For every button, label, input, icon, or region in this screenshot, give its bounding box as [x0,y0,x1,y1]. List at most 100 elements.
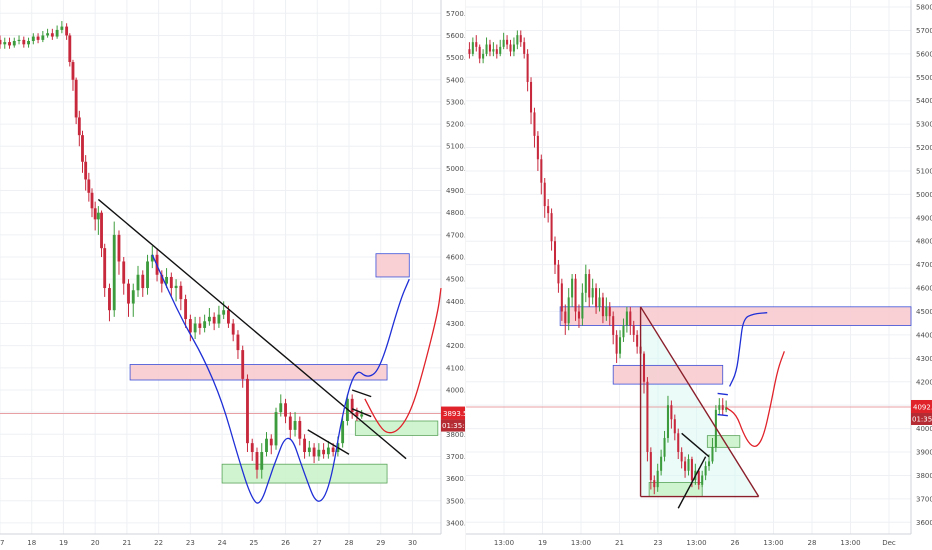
candle-body [708,461,711,467]
x-tick-label: Dec [882,539,896,547]
trendline [717,392,728,396]
candle-body [595,288,598,307]
candle-body [615,334,618,354]
candle-body [65,26,69,36]
candle-body [136,274,140,291]
candle-body [77,117,81,136]
candle-body [0,39,2,45]
y-tick-label: 4500.0 [916,308,932,316]
candle-body [543,182,546,207]
x-tick-label: 13:00 [494,539,514,547]
x-tick-label: 21 [615,539,624,547]
candle-body [642,353,646,382]
y-tick-label: 3900.0 [916,449,932,457]
y-tick-label: 5400.0 [916,97,932,105]
candle-body [284,403,287,417]
candle-body [629,311,632,326]
candle-body [150,254,154,262]
countdown-tag [441,419,466,432]
candle-body [17,39,21,41]
candle-body [677,433,680,453]
candle-body [591,288,594,298]
candle-body [160,274,164,284]
candle-body [495,49,498,54]
bullish-projection-path [151,254,410,504]
candle-body [502,39,505,47]
x-tick-label: 25 [249,539,258,547]
candle-body [217,314,221,324]
candle-body [212,316,216,324]
y-tick-label: 4500.00 [446,276,466,284]
candle-body [684,461,687,471]
resistance-zone [612,364,724,385]
candle-body [127,283,130,304]
candle-body [71,62,75,80]
candle-body [12,40,16,46]
y-tick-label: 4900.0 [916,214,932,222]
y-tick-label: 5600.00 [446,32,466,40]
candle-body [279,403,283,413]
candle-body [146,261,149,289]
candle-body [519,35,522,43]
candle-body [605,306,608,317]
candle-body [598,297,601,307]
x-tick-label: 26 [281,539,290,547]
candle-body [711,447,714,462]
candle-body [93,208,97,220]
candle-body [322,449,326,455]
y-tick-label: 4800.00 [446,209,466,217]
x-tick-label: 20 [91,539,100,547]
candle-body [165,276,168,284]
candle-body [265,438,268,453]
candle-body [81,135,84,162]
x-tick-label: 30 [408,539,417,547]
candle-body [31,36,35,41]
candle-body [622,325,625,338]
candle-body [666,405,669,438]
y-tick-label: 5100.00 [446,143,466,151]
candle-body [36,36,40,40]
bearish-projection-path [364,287,442,434]
candle-body [90,192,94,209]
candle-body [619,337,622,354]
trendline [677,456,707,509]
candle-body [725,407,728,410]
y-tick-label: 5000.0 [916,191,932,199]
countdown-label: 01:35:21 [442,422,466,430]
candle-body [326,447,330,455]
candle-body [141,274,145,289]
y-tick-label: 3400.00 [446,519,466,527]
y-tick-label: 3600.0 [916,519,932,527]
candle-body [46,33,50,36]
candle-body [663,437,666,457]
candle-body [341,420,345,444]
x-tick-label: 13:00 [763,539,783,547]
candle-body [475,42,478,47]
trendline [351,408,372,418]
candle-body [571,278,574,298]
candle-body [526,53,529,82]
candle-body [96,212,100,220]
x-tick-label: 27 [313,539,322,547]
candle-body [250,443,254,453]
candle-body [673,419,676,434]
trendline [351,389,372,398]
y-tick-label: 4200.00 [446,342,466,350]
candle-body [701,475,704,485]
candle-body [179,285,183,300]
x-tick-label: 23 [186,539,195,547]
candle-body [274,412,278,446]
y-tick-label: 5400.00 [446,76,466,84]
support-zone [354,420,439,436]
candle-body [360,414,364,417]
bullish-projection-path [728,312,768,387]
candle-body [27,40,30,45]
y-tick-label: 5300.0 [916,121,932,129]
candle-body [87,179,91,193]
y-tick-label: 4000.00 [446,386,466,394]
candle-body [485,44,488,54]
candle-body [574,278,577,312]
candle-body [704,466,707,476]
candle-body [317,449,321,457]
triangle-pattern-fill [640,306,759,497]
